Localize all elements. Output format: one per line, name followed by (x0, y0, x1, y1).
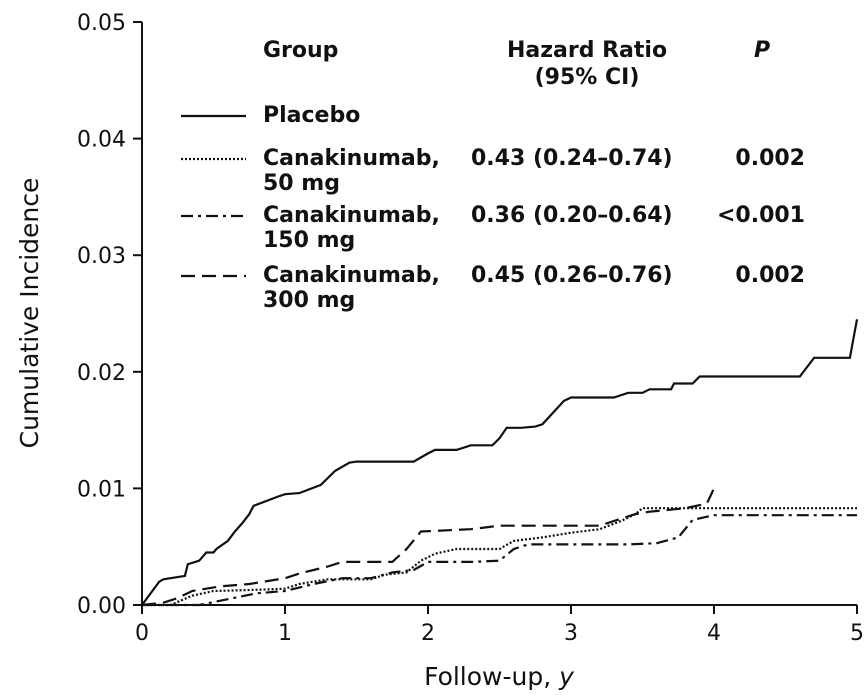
y-tick-label: 0.01 (77, 477, 126, 502)
x-tick-label: 5 (850, 621, 864, 646)
legend-series-name: Canakinumab, (263, 203, 440, 228)
y-tick-label: 0.02 (77, 361, 126, 386)
series-line-placebo (141, 319, 859, 606)
legend-header-p: P (754, 38, 770, 63)
legend-header-hazard-ratio: Hazard Ratio (507, 38, 667, 63)
x-axis-title-unit: y (558, 662, 575, 691)
legend-header-ci: (95% CI) (535, 65, 640, 90)
x-axis-title-main: Follow-up, (424, 662, 559, 691)
legend: Group Hazard Ratio (95% CI) P Placebo Can… (181, 38, 805, 313)
axes (141, 22, 857, 606)
legend-p-value: <0.001 (717, 203, 805, 228)
x-tick-label: 4 (707, 621, 721, 646)
y-axis-title: Cumulative Incidence (15, 178, 44, 449)
legend-hazard-ratio: 0.45 (0.26–0.76) (471, 263, 673, 288)
x-tick-label: 0 (135, 621, 149, 646)
y-tick-label: 0.04 (77, 128, 126, 153)
y-tick-label: 0.00 (77, 594, 126, 619)
legend-series-dose: 150 mg (263, 228, 355, 253)
legend-p-value: 0.002 (735, 263, 805, 288)
y-tick-label: 0.03 (77, 244, 126, 269)
legend-series-name: Placebo (263, 103, 360, 128)
series-line-150-mg (142, 514, 857, 607)
legend-series-dose: 300 mg (263, 288, 355, 313)
ticks: 0 1 2 3 4 5 0.00 0.01 0.02 0.03 0.04 0.05 (77, 11, 864, 646)
y-tick-label: 0.05 (77, 11, 126, 36)
legend-p-value: 0.002 (735, 146, 805, 171)
x-tick-label: 1 (278, 621, 292, 646)
legend-header-group: Group (263, 38, 338, 63)
legend-hazard-ratio: 0.36 (0.20–0.64) (471, 203, 673, 228)
legend-series-name: Canakinumab, (263, 263, 440, 288)
x-tick-label: 2 (421, 621, 435, 646)
x-axis-title: Follow-up, y (424, 662, 575, 691)
series-group (141, 319, 859, 607)
legend-hazard-ratio: 0.43 (0.24–0.74) (471, 146, 673, 171)
series-line-300-mg (141, 487, 715, 607)
legend-series-name: Canakinumab, (263, 146, 440, 171)
series-line-50-mg (142, 507, 857, 607)
x-tick-label: 3 (564, 621, 578, 646)
legend-series-dose: 50 mg (263, 171, 340, 196)
